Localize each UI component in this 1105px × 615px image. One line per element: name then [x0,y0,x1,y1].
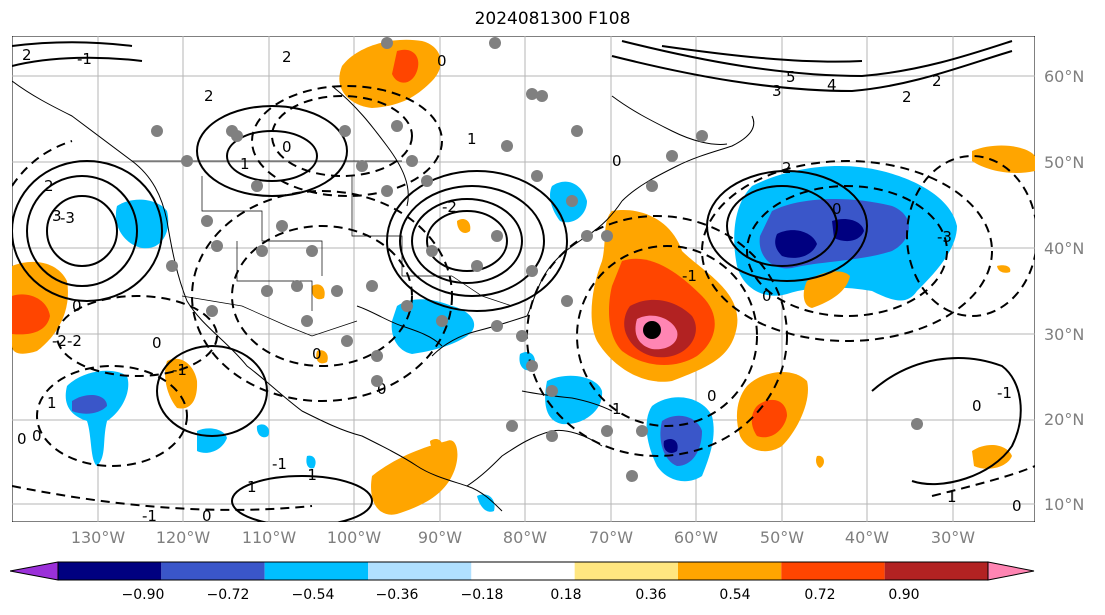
lon-label: 110°W [241,528,297,547]
colorbar-tick: −0.90 [121,587,165,603]
lon-label: 40°W [844,528,890,547]
contour-label: 0 [1012,497,1022,515]
colorbar-tick: 0.18 [550,587,582,603]
contour-label: 0 [612,152,622,170]
contour-label: 0 [312,345,322,363]
lat-label: 40°N [1044,239,1085,258]
lon-label: 120°W [155,528,211,547]
contour-label: 0 [202,507,212,522]
contour-label: 0 [72,297,82,315]
contour-label: 1 [467,130,477,148]
contour-label: 0 [972,397,982,415]
colorbar-tick: 0.72 [804,587,836,603]
contour-label: 1 [247,478,257,496]
colorbar-cell [161,562,265,580]
contour-label: -2 [67,332,82,350]
contour-label: -2 [52,332,67,350]
contour-label: 2 [782,159,792,177]
contour-label: 2 [204,87,214,105]
contour-label: -1 [142,507,157,522]
lat-label: 10°N [1044,495,1085,514]
contour-label: -1 [682,267,697,285]
contour-label: 0 [152,334,162,352]
lat-label: 20°N [1044,410,1085,429]
colorbar-cell [58,562,162,580]
contour-label: 3 [772,82,782,100]
contour-label: 3 [52,207,62,225]
colorbar-tick: −0.72 [206,587,250,603]
contour-label: 2 [44,177,54,195]
lon-label: 80°W [502,528,548,547]
colorbar-outline [57,561,989,581]
contour-label: 1 [947,488,957,506]
contour-label: -3 [937,228,952,246]
contour-label: 2 [22,46,32,64]
contour-label: 1 [612,400,622,418]
contour-label: 0 [762,287,772,305]
colorbar-tick: 0.36 [635,587,667,603]
coastlines [12,80,755,512]
lon-label: 100°W [326,528,382,547]
contour-label: 0 [17,430,27,448]
colorbar-tick: 0.90 [888,587,920,603]
lon-label: 130°W [70,528,126,547]
contour-label: 4 [827,76,837,94]
colorbar [10,561,1035,581]
colorbar-cell [368,562,472,580]
contour-label: 0 [832,200,842,218]
colorbar-tick: −0.18 [460,587,504,603]
lat-label: 60°N [1044,67,1085,86]
contour-label: 2 [902,88,912,106]
contour-label: -2 [442,198,457,216]
contour-label: -1 [302,466,317,484]
contour-label: 2 [282,48,292,66]
contour-label: 2 [932,72,942,90]
anomaly-shading [12,39,1035,515]
colorbar-cell [471,562,575,580]
colorbar-cell [678,562,782,580]
colorbar-extend-high [987,561,1035,581]
lon-label: 30°W [930,528,976,547]
map-title: 2024081300 F108 [474,9,631,29]
lat-label: 50°N [1044,153,1085,172]
contour-label: 0 [707,387,717,405]
station-markers [151,37,923,482]
contour-label: -1 [997,384,1012,402]
contour-label: 1 [47,394,57,412]
lon-label: 70°W [588,528,634,547]
contour-label: 5 [786,68,796,86]
lat-label: 30°N [1044,325,1085,344]
contour-label: -1 [77,50,92,68]
colorbar-tick: 0.54 [719,587,751,603]
colorbar-cell [264,562,368,580]
contour-label: -3 [60,209,75,227]
colorbar-cell [574,562,678,580]
contour-label: 0 [282,138,292,156]
colorbar-tick: −0.36 [375,587,419,603]
colorbar-tick: −0.54 [291,587,335,603]
colorbar-extend-low [10,561,59,581]
contour-labels: 2 2 2 2 1 1 5 4 3 2 2 0 0 0 0 1 1 1 2 3 … [17,46,1022,522]
contour-label: -1 [172,361,187,379]
cyclone-center-marker [643,321,661,339]
contours [12,40,1035,522]
contour-label: 0 [437,52,447,70]
lon-label: 90°W [417,528,463,547]
contour-label: 0 [32,427,42,445]
contour-label: -1 [272,455,287,473]
lon-label: 50°W [759,528,805,547]
colorbar-cell [884,562,988,580]
contour-label: 1 [240,155,250,173]
contour-label: 0 [377,380,387,398]
lon-label: 60°W [673,528,719,547]
weather-map: 2 2 2 2 1 1 5 4 3 2 2 0 0 0 0 1 1 1 2 3 … [12,36,1035,522]
colorbar-cell [781,562,885,580]
